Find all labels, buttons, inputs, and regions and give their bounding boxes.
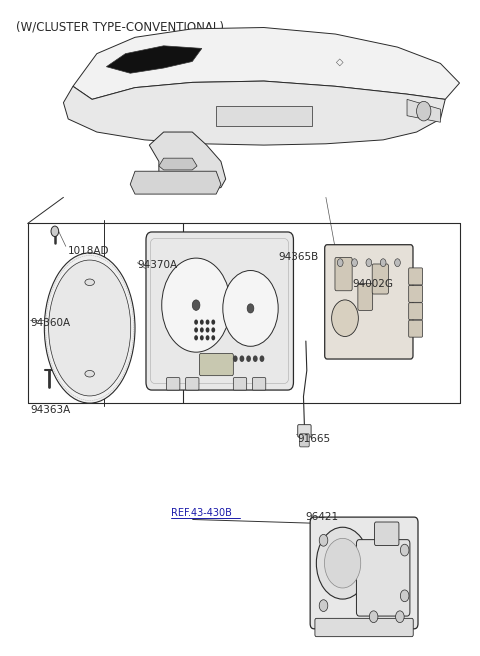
Text: 94365B: 94365B	[278, 253, 318, 262]
Polygon shape	[159, 158, 197, 170]
Circle shape	[194, 327, 198, 333]
Circle shape	[194, 319, 198, 325]
Polygon shape	[149, 132, 226, 191]
Text: 1018AD: 1018AD	[68, 246, 110, 256]
FancyBboxPatch shape	[310, 517, 418, 629]
Circle shape	[366, 258, 372, 266]
Text: 94002G: 94002G	[352, 279, 393, 289]
Polygon shape	[73, 28, 459, 99]
Circle shape	[319, 600, 328, 611]
FancyBboxPatch shape	[335, 257, 352, 291]
Circle shape	[211, 319, 215, 325]
Circle shape	[205, 327, 209, 333]
Polygon shape	[107, 46, 202, 73]
Circle shape	[211, 327, 215, 333]
Circle shape	[396, 611, 404, 623]
Text: REF.43-430B: REF.43-430B	[171, 508, 232, 518]
Circle shape	[337, 258, 343, 266]
FancyBboxPatch shape	[199, 354, 233, 376]
FancyBboxPatch shape	[408, 302, 422, 319]
FancyBboxPatch shape	[233, 378, 247, 390]
Ellipse shape	[85, 371, 95, 377]
Polygon shape	[130, 171, 221, 194]
Circle shape	[233, 356, 238, 362]
FancyBboxPatch shape	[252, 378, 266, 390]
Circle shape	[316, 527, 369, 599]
Circle shape	[352, 258, 358, 266]
Text: 94370A: 94370A	[137, 260, 178, 270]
Circle shape	[51, 226, 59, 237]
Circle shape	[211, 335, 215, 340]
Circle shape	[260, 356, 264, 362]
Circle shape	[162, 258, 230, 352]
Circle shape	[400, 544, 409, 556]
FancyBboxPatch shape	[315, 619, 413, 636]
Circle shape	[240, 356, 244, 362]
Circle shape	[332, 300, 359, 337]
Circle shape	[200, 319, 204, 325]
FancyBboxPatch shape	[408, 268, 422, 285]
Circle shape	[324, 539, 361, 588]
Text: 94363A: 94363A	[30, 405, 70, 415]
Text: 94360A: 94360A	[30, 318, 70, 328]
Text: ◇: ◇	[336, 56, 344, 66]
Polygon shape	[216, 106, 312, 125]
Circle shape	[194, 335, 198, 340]
Circle shape	[200, 327, 204, 333]
Ellipse shape	[85, 279, 95, 285]
FancyBboxPatch shape	[358, 283, 372, 310]
Circle shape	[253, 356, 258, 362]
FancyBboxPatch shape	[324, 245, 413, 359]
Circle shape	[205, 335, 209, 340]
Circle shape	[247, 304, 254, 313]
FancyBboxPatch shape	[374, 522, 399, 546]
Circle shape	[319, 535, 328, 546]
Text: (W/CLUSTER TYPE-CONVENTIONAL): (W/CLUSTER TYPE-CONVENTIONAL)	[16, 21, 224, 34]
Ellipse shape	[48, 260, 131, 396]
Text: 91665: 91665	[297, 434, 330, 444]
Circle shape	[400, 590, 409, 602]
Circle shape	[192, 300, 200, 310]
Polygon shape	[407, 99, 441, 122]
Circle shape	[380, 258, 386, 266]
Circle shape	[417, 101, 431, 121]
Circle shape	[223, 270, 278, 346]
Polygon shape	[63, 81, 445, 145]
Circle shape	[246, 356, 251, 362]
FancyBboxPatch shape	[298, 424, 311, 437]
FancyBboxPatch shape	[167, 378, 180, 390]
Circle shape	[395, 258, 400, 266]
Text: 96421: 96421	[306, 512, 339, 522]
FancyBboxPatch shape	[357, 540, 410, 616]
FancyBboxPatch shape	[146, 232, 293, 390]
Circle shape	[205, 319, 209, 325]
FancyBboxPatch shape	[372, 264, 388, 294]
Circle shape	[369, 611, 378, 623]
FancyBboxPatch shape	[408, 285, 422, 302]
Ellipse shape	[44, 253, 135, 403]
FancyBboxPatch shape	[300, 434, 309, 447]
Circle shape	[200, 335, 204, 340]
FancyBboxPatch shape	[408, 320, 422, 337]
FancyBboxPatch shape	[186, 378, 199, 390]
